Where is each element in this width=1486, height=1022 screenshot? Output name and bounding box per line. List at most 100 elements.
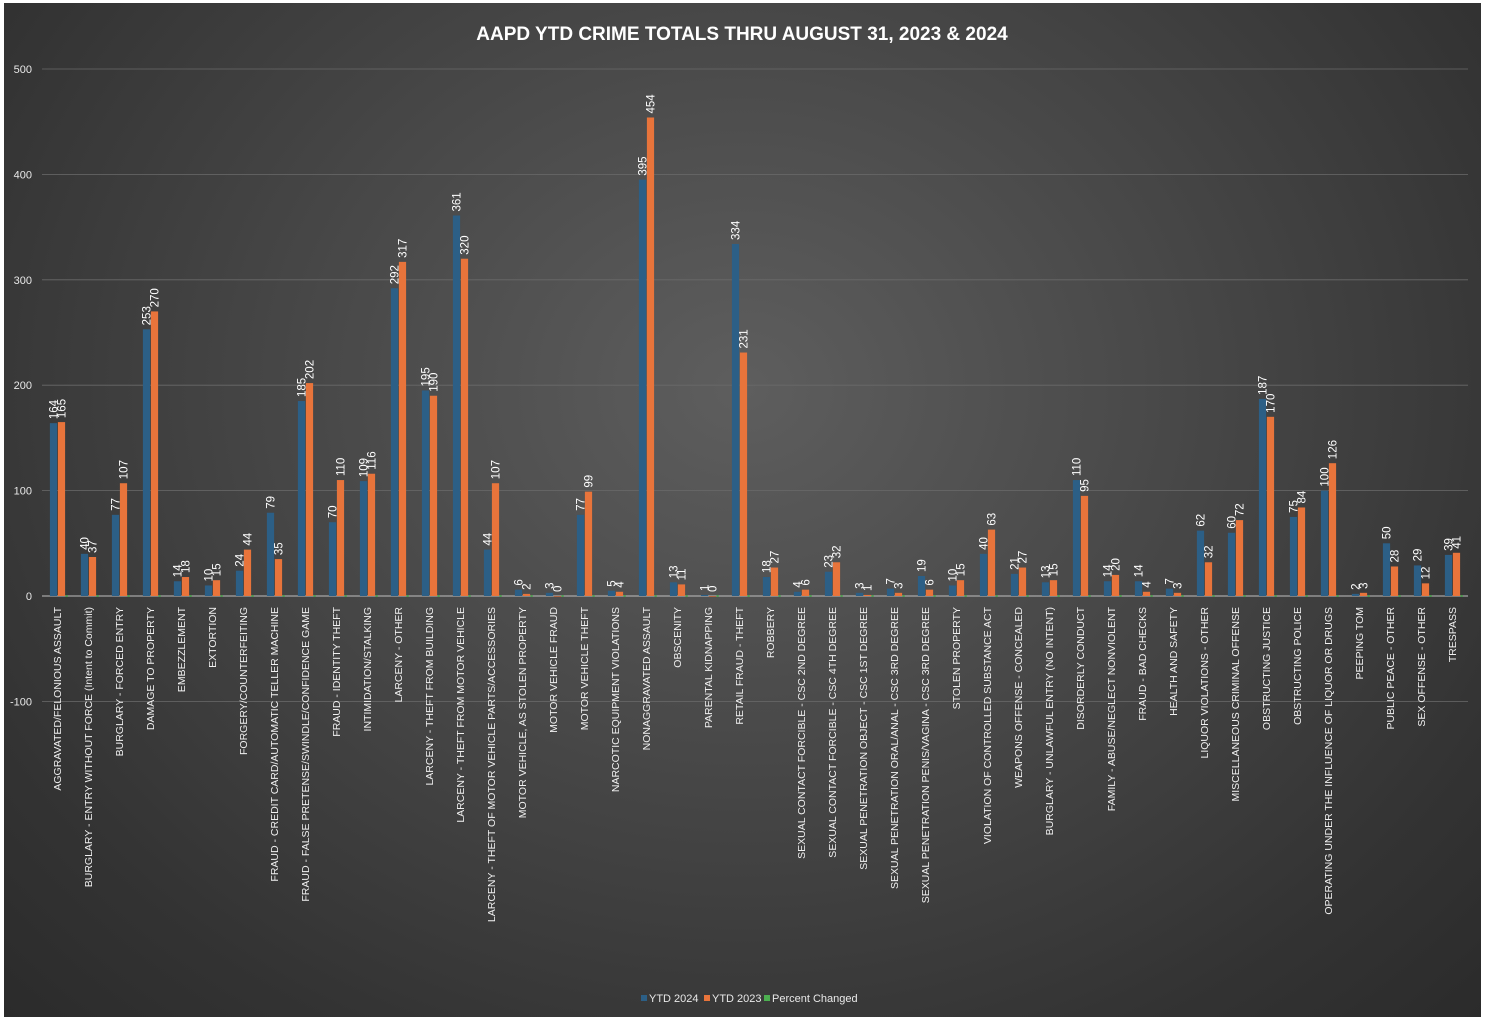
bar-percent-changed [872,595,874,597]
bar-ytd-2023 [1143,592,1150,596]
data-label: 15 [1049,563,1061,576]
category-label: VIOLATION OF CONTROLLED SUBSTANCE ACT [982,606,994,844]
data-label: 32 [832,545,844,558]
bar-ytd-2024 [1259,399,1266,596]
bar-ytd-2023 [864,595,871,596]
bar-percent-changed [314,595,316,597]
bar-ytd-2024 [360,481,367,596]
data-label: 4 [615,581,627,588]
bar-percent-changed [810,595,812,597]
category-label: EXTORTION [207,607,219,668]
bar-percent-changed [1089,595,1091,597]
bar-percent-changed [1461,595,1463,597]
bar-percent-changed [1368,595,1370,597]
category-label: STOLEN PROPERTY [951,607,963,709]
bar-percent-changed [1058,595,1060,597]
legend-swatch [641,995,647,1001]
category-label: SEXUAL CONTACT FORCIBLE - CSC 4TH DEGREE [827,607,839,858]
data-label: 1 [863,585,875,591]
chart-title: AAPD YTD CRIME TOTALS THRU AUGUST 31, 20… [476,24,1008,45]
bar-percent-changed [624,595,626,597]
bar-ytd-2023 [1360,593,1367,596]
data-label: 110 [336,458,348,476]
y-tick-label: 500 [14,64,32,76]
bar-ytd-2024 [1104,581,1111,596]
category-label: MOTOR VEHICLE, AS STOLEN PROPERTY [517,607,529,818]
data-label: 62 [1196,514,1208,527]
legend-label: YTD 2024 [649,993,699,1005]
bar-ytd-2023 [957,580,964,596]
data-label: 14 [1134,564,1146,577]
category-label: SEX OFFENSE - OTHER [1416,607,1428,727]
bar-ytd-2023 [337,480,344,596]
bar-ytd-2023 [1422,583,1429,596]
bar-ytd-2024 [701,595,708,596]
data-label: 320 [460,236,472,255]
y-tick-label: 0 [26,591,32,603]
bar-ytd-2024 [825,572,832,596]
bar-ytd-2024 [732,244,739,596]
category-label: SEXUAL PENETRATION ORAL/ANAL - CSC 3RD D… [889,607,901,889]
bar-ytd-2023 [1298,507,1305,596]
data-label: 253 [142,306,154,325]
bar-ytd-2024 [1352,594,1359,596]
bar-ytd-2024 [546,593,553,596]
bar-ytd-2023 [1081,496,1088,596]
bar-ytd-2024 [391,288,398,596]
bar-ytd-2024 [980,554,987,596]
y-tick-label: 200 [14,380,32,392]
legend-label: YTD 2023 [712,993,762,1005]
bar-percent-changed [655,595,657,597]
bar-ytd-2023 [182,577,189,596]
bar-ytd-2024 [50,423,57,596]
data-label: 231 [739,329,751,348]
bar-ytd-2023 [1267,417,1274,596]
data-label: 361 [452,192,464,211]
category-label: PEEPING TOM [1354,607,1366,680]
bar-percent-changed [841,595,843,597]
bar-percent-changed [376,595,378,597]
category-label: WEAPONS OFFENSE - CONCEALED [1013,607,1025,788]
bar-ytd-2023 [1453,553,1460,596]
data-label: 60 [1227,516,1239,529]
bar-ytd-2023 [926,590,933,596]
bar-percent-changed [779,595,781,597]
data-label: 190 [429,373,441,392]
bar-ytd-2024 [1042,582,1049,596]
category-label: LARCENY - THEFT FROM MOTOR VEHICLE [455,607,467,823]
data-label: 70 [328,505,340,518]
bar-percent-changed [531,595,533,597]
bar-ytd-2024 [577,515,584,596]
data-label: 12 [1421,567,1433,580]
bar-ytd-2024 [112,515,119,596]
category-label: TRESPASS [1447,607,1459,662]
data-label: 110 [1072,458,1084,476]
bar-percent-changed [190,595,192,597]
bar-ytd-2023 [1050,580,1057,596]
category-label: OBSCENITY [672,607,684,668]
bar-ytd-2024 [298,401,305,596]
category-label: PARENTAL KIDNAPPING [703,607,715,728]
data-label: 0 [708,586,720,592]
category-label: OPERATING UNDER THE INFLUENCE OF LIQUOR … [1323,607,1335,915]
data-label: 187 [1258,376,1270,395]
data-label: 11 [677,568,689,580]
category-label: MISCELLANEOUS CRIMINAL OFFENSE [1230,607,1242,801]
bar-ytd-2023 [616,592,623,596]
bar-ytd-2024 [81,554,88,596]
category-label: FRAUD - FALSE PRETENSE/SWINDLE/CONFIDENC… [300,607,312,902]
data-label: 24 [235,553,247,566]
bar-ytd-2023 [1019,568,1026,596]
bar-percent-changed [1027,595,1029,597]
bar-ytd-2023 [1174,593,1181,596]
data-label: 2 [522,583,534,589]
bar-ytd-2024 [763,577,770,596]
category-label: NONAGGRAVATED ASSAULT [641,606,653,750]
bar-ytd-2023 [1205,562,1212,596]
data-label: 77 [576,498,588,511]
data-label: 63 [987,513,999,526]
bar-percent-changed [438,595,440,597]
data-label: 126 [1328,440,1340,459]
data-label: 6 [801,579,813,585]
data-label: 3 [1359,582,1371,588]
